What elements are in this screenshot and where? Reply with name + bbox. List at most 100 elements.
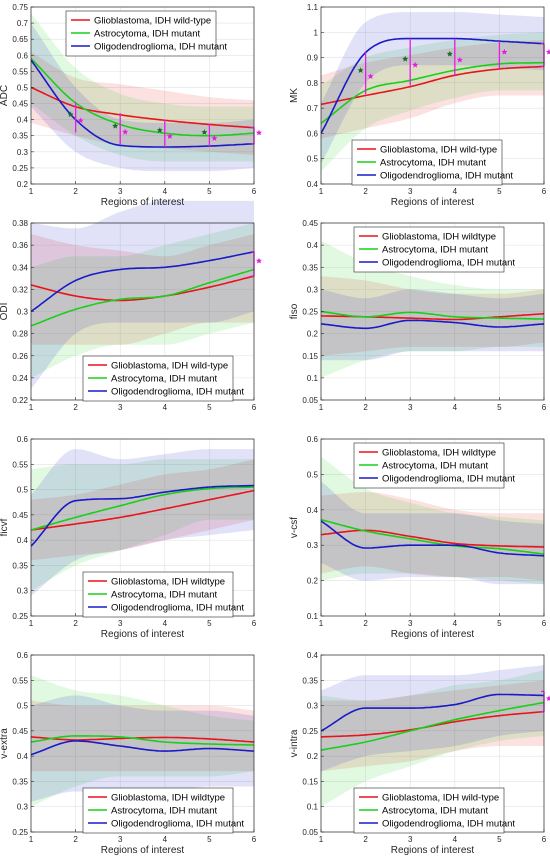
legend-entry: Oligodendroglioma, IDH mutant (382, 819, 515, 830)
y-tick-label: 0.7 (17, 19, 29, 28)
legend-entry: Oligodendroglioma, IDH mutant (382, 474, 515, 485)
chart-mk: 0.4 0.5 0.6 0.7 0.8 0.9 1 1.1 1 2 3 4 5 6 Regions of i… (289, 3, 550, 208)
y-tick-label: 0.2 (307, 752, 319, 761)
y-tick-label: 0.6 (307, 129, 319, 138)
confidence-band-green (31, 13, 254, 162)
y-tick-label: 0.2 (307, 330, 319, 339)
series-line-red (31, 275, 255, 302)
legend-entry: Astrocytoma, IDH mutant (382, 806, 488, 817)
x-tick-label: 4 (453, 619, 458, 628)
y-axis-label: fiso (289, 303, 300, 319)
y-tick-label: 0.5 (17, 83, 29, 92)
legend-box (82, 355, 234, 402)
y-tick-label: 0.15 (302, 777, 318, 786)
x-tick-label: 4 (163, 619, 168, 628)
y-tick-label: 0.35 (302, 263, 318, 272)
legend-box (353, 787, 505, 834)
y-tick-label: 0.5 (17, 486, 29, 495)
legend-entry: Glioblastoma, IDH wildtype (382, 232, 496, 243)
y-tick-label: 0.7 (307, 104, 319, 113)
significance-star-dark_green (156, 127, 163, 133)
x-tick-label: 2 (73, 835, 78, 844)
x-tick-label: 1 (29, 403, 34, 412)
x-tick-label: 3 (408, 835, 413, 844)
x-tick-label: 4 (453, 403, 458, 412)
series-line-blue (321, 520, 545, 557)
x-tick-label: 2 (73, 619, 78, 628)
y-tick-label: 0.05 (302, 828, 318, 837)
chart-fiso: 0.05 0.1 0.15 0.2 0.25 0.3 0.35 0.4 0.45 1 2 3 4 5 6 fi… (289, 219, 547, 412)
chart-vintra: 0.05 0.1 0.15 0.2 0.25 0.3 0.35 0.4 1 2 3 4 5 6 Region… (289, 651, 550, 856)
significance-star-magenta (256, 257, 262, 264)
y-tick-label: 0.34 (12, 263, 28, 272)
x-tick-label: 4 (453, 835, 458, 844)
y-tick-label: 0.35 (12, 777, 28, 786)
x-tick-label: 4 (163, 187, 168, 196)
y-tick-label: 0.3 (307, 702, 319, 711)
significance-star-dark_green (201, 129, 208, 135)
y-tick-label: 0.55 (12, 460, 28, 469)
x-tick-label: 6 (252, 187, 257, 196)
legend-entry: Glioblastoma, IDH wildtype (382, 448, 496, 459)
legend-entry: Oligodendroglioma, IDH mutant (111, 819, 244, 830)
y-tick-label: 1.1 (307, 3, 319, 12)
series-line-green (31, 735, 254, 746)
x-tick-label: 6 (542, 835, 547, 844)
legend-entry: Astrocytoma, IDH mutant (111, 806, 217, 817)
x-tick-label: 5 (497, 187, 502, 196)
confidence-band-green (321, 456, 544, 585)
series-line-red (31, 86, 255, 129)
confidence-band-blue (321, 12, 544, 164)
y-tick-label: 0.8 (307, 79, 319, 88)
x-tick-label: 1 (319, 403, 324, 412)
confidence-band-blue (31, 449, 254, 596)
y-tick-label: 0.45 (12, 100, 28, 109)
x-tick-label: 2 (363, 403, 368, 412)
series-line-green (321, 518, 545, 555)
legend-entry: Astrocytoma, IDH mutant (382, 245, 488, 256)
x-axis-label: Regions of interest (101, 197, 185, 208)
legend-box (82, 787, 234, 834)
legend-entry: Oligodendroglioma, IDH mutant (382, 258, 515, 269)
series-line-red (321, 529, 545, 548)
legend-box (353, 226, 505, 273)
confidence-band-green (321, 670, 544, 807)
y-tick-label: 0.55 (12, 67, 28, 76)
y-tick-label: 0.3 (17, 148, 29, 157)
axes-frame (30, 6, 255, 185)
y-tick-label: 0.25 (12, 612, 28, 621)
x-tick-label: 4 (453, 187, 458, 196)
significance-star-magenta (546, 48, 550, 55)
legend-box (353, 442, 505, 489)
legend-entry: Oligodendroglioma, IDH mutant (380, 171, 513, 182)
legend-entry: Glioblastoma, IDH wildtype (111, 577, 225, 588)
x-tick-label: 1 (319, 187, 324, 196)
y-tick-label: 0.15 (302, 352, 318, 361)
significance-star-magenta (166, 133, 173, 139)
series-line-blue (31, 59, 255, 148)
x-tick-label: 2 (363, 619, 368, 628)
significance-star-dark_green (446, 50, 453, 57)
x-tick-label: 6 (252, 619, 257, 628)
series-line-green (321, 310, 544, 320)
axes-frame (320, 438, 545, 617)
confidence-band-red (321, 276, 544, 356)
y-tick-label: 0.1 (307, 374, 319, 383)
x-tick-label: 2 (73, 187, 78, 196)
confidence-band-blue (31, 200, 254, 389)
y-tick-label: 0.3 (307, 541, 319, 550)
confidence-band-blue (31, 23, 254, 172)
x-tick-label: 5 (207, 403, 212, 412)
x-tick-label: 1 (319, 835, 324, 844)
series-line-blue (31, 740, 255, 756)
legend-box (65, 10, 217, 57)
series-line-blue (321, 693, 545, 732)
x-tick-label: 5 (497, 835, 502, 844)
x-tick-label: 6 (542, 403, 547, 412)
series-line-blue (321, 37, 545, 134)
y-tick-label: 0.4 (17, 752, 29, 761)
legend-entry: Astrocytoma, IDH mutant (111, 374, 217, 385)
y-tick-label: 0.2 (307, 577, 319, 586)
y-axis-label: MK (289, 88, 300, 103)
x-tick-label: 5 (207, 835, 212, 844)
